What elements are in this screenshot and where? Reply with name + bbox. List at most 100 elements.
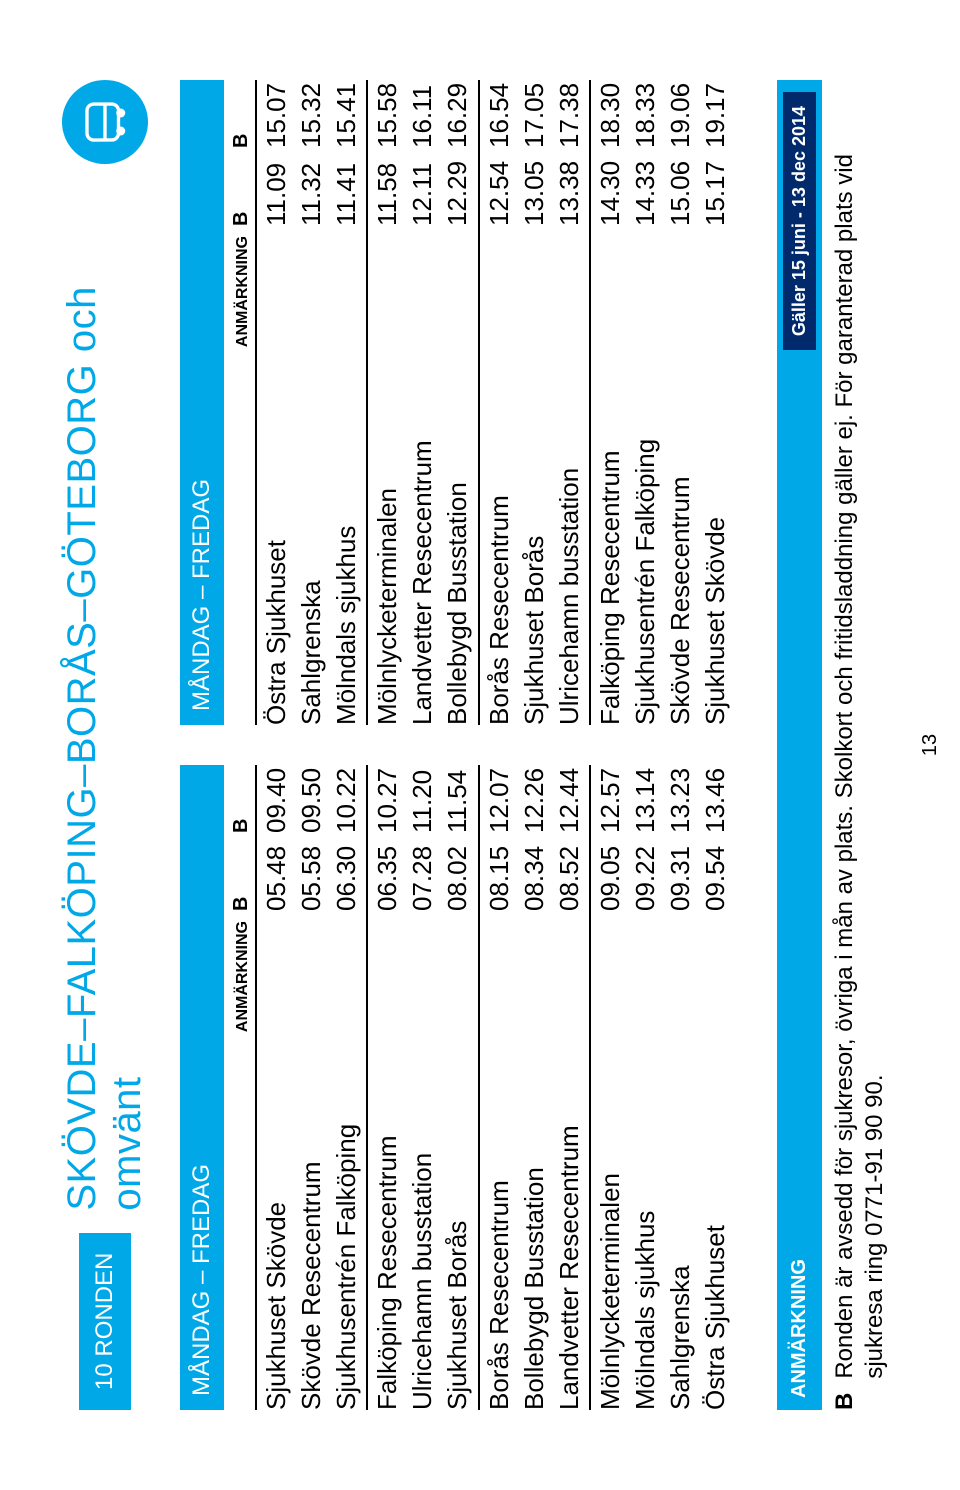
time-cell: 15.17 [698,158,733,236]
table-row: Mölnlycketerminalen11.5815.58 [370,80,405,725]
time-cell: 18.30 [593,80,628,158]
time-cell: 09.50 [294,765,329,843]
table-row: Borås Resecentrum12.5416.54 [482,80,517,725]
anmarkning-label: ANMÄRKNING [234,236,252,347]
stop-name: Falköping Resecentrum [370,921,405,1410]
stop-group: Falköping Resecentrum06.3510.27Ulriceham… [368,765,479,1410]
table-row: Mölndals sjukhus09.2213.14 [628,765,663,1410]
stop-name: Mölnlycketerminalen [370,236,405,725]
time-cell: 12.11 [405,158,440,236]
stop-group: Östra Sjukhuset11.0915.07Sahlgrenska11.3… [257,80,368,725]
stop-name: Borås Resecentrum [482,236,517,725]
column-header: ANMÄRKNING B B [228,765,257,1410]
stop-name: Skövde Resecentrum [663,236,698,725]
validity-badge: Gäller 15 juni - 13 dec 2014 [783,92,816,350]
time-cell: 17.05 [517,80,552,158]
time-cell: 09.05 [593,843,628,921]
route-number-box: 10 RONDEN [79,1233,131,1410]
table-row: Sjukhuset Borås08.0211.54 [440,765,475,1410]
time-cell: 06.35 [370,843,405,921]
time-cell: 16.11 [405,80,440,158]
time-cell: 12.29 [440,158,475,236]
table-row: Falköping Resecentrum14.3018.30 [593,80,628,725]
b-header-2: B [230,765,253,843]
time-cell: 11.54 [440,765,475,843]
time-cell: 18.33 [628,80,663,158]
time-cell: 07.28 [405,843,440,921]
stop-name: Landvetter Resecentrum [405,236,440,725]
stop-name: Sahlgrenska [294,236,329,725]
b-header-1: B [230,158,253,236]
table-row: Sjukhuset Skövde15.1719.17 [698,80,733,725]
time-cell: 17.38 [552,80,587,158]
time-cell: 05.48 [259,843,294,921]
time-cell: 08.34 [517,843,552,921]
stop-group: Borås Resecentrum08.1512.07Bollebygd Bus… [480,765,591,1410]
stop-group: Falköping Resecentrum14.3018.30Sjukhusen… [591,80,735,725]
stop-name: Mölndals sjukhus [329,236,364,725]
stop-name: Sjukhuset Skövde [698,236,733,725]
time-cell: 13.38 [552,158,587,236]
table-row: Mölndals sjukhus11.4115.41 [329,80,364,725]
time-cell: 12.57 [593,765,628,843]
time-cell: 13.14 [628,765,663,843]
column-header: ANMÄRKNING B B [228,80,257,725]
route-title: SKÖVDE–FALKÖPING–BORÅS–GÖTEBORG och omvä… [60,164,150,1211]
table-row: Sjukhusentrén Falköping14.3318.33 [628,80,663,725]
timetable-columns: ANMÄRKNING B B Sjukhuset Skövde05.4809.4… [228,80,735,1410]
stop-group: Sjukhuset Skövde05.4809.40Skövde Resecen… [257,765,368,1410]
b-header-2: B [230,80,253,158]
time-cell: 10.27 [370,765,405,843]
table-row: Östra Sjukhuset11.0915.07 [259,80,294,725]
table-row: Sahlgrenska11.3215.32 [294,80,329,725]
table-row: Sjukhuset Borås13.0517.05 [517,80,552,725]
title-bar: 10 RONDEN SKÖVDE–FALKÖPING–BORÅS–GÖTEBOR… [60,80,150,1410]
stop-name: Borås Resecentrum [482,921,517,1410]
time-cell: 13.05 [517,158,552,236]
time-cell: 11.58 [370,158,405,236]
stop-name: Mölndals sjukhus [628,921,663,1410]
time-cell: 12.07 [482,765,517,843]
table-row: Ulricehamn busstation07.2811.20 [405,765,440,1410]
table-row: Ulricehamn busstation13.3817.38 [552,80,587,725]
stop-name: Ulricehamn busstation [405,921,440,1410]
stop-group: Mölnlycketerminalen11.5815.58Landvetter … [368,80,479,725]
table-row: Landvetter Resecentrum08.5212.44 [552,765,587,1410]
time-cell: 12.44 [552,765,587,843]
time-cell: 08.02 [440,843,475,921]
time-cell: 16.54 [482,80,517,158]
time-cell: 05.58 [294,843,329,921]
stop-name: Sahlgrenska [663,921,698,1410]
table-row: Borås Resecentrum08.1512.07 [482,765,517,1410]
time-cell: 09.22 [628,843,663,921]
stop-name: Skövde Resecentrum [294,921,329,1410]
note-text: Ronden är avsedd för sjukresor, övriga i… [830,80,890,1379]
table-row: Skövde Resecentrum15.0619.06 [663,80,698,725]
time-cell: 11.09 [259,158,294,236]
time-cell: 14.33 [628,158,663,236]
stop-name: Falköping Resecentrum [593,236,628,725]
stop-name: Bollebygd Busstation [517,921,552,1410]
anmarkning-label: ANMÄRKNING [234,921,252,1032]
anmarkning-footer-label: ANMÄRKNING [788,1259,811,1398]
table-row: Falköping Resecentrum06.3510.27 [370,765,405,1410]
stop-name: Sjukhuset Borås [517,236,552,725]
page-number: 13 [919,734,942,756]
time-cell: 13.46 [698,765,733,843]
stop-name: Sjukhusentrén Falköping [329,921,364,1410]
stop-group: Mölnlycketerminalen09.0512.57Mölndals sj… [591,765,735,1410]
time-cell: 11.41 [329,158,364,236]
time-cell: 08.15 [482,843,517,921]
day-header-right: MÅNDAG – FREDAG [180,80,224,725]
table-row: Mölnlycketerminalen09.0512.57 [593,765,628,1410]
stop-name: Sjukhuset Borås [440,921,475,1410]
time-cell: 15.07 [259,80,294,158]
bus-icon [62,80,148,164]
footer: ANMÄRKNING Gäller 15 juni - 13 dec 2014 … [777,80,890,1410]
note-b-marker: B [830,1393,890,1410]
stop-name: Sjukhuset Skövde [259,921,294,1410]
time-cell: 09.54 [698,843,733,921]
stop-name: Östra Sjukhuset [259,236,294,725]
time-cell: 06.30 [329,843,364,921]
table-row: Landvetter Resecentrum12.1116.11 [405,80,440,725]
